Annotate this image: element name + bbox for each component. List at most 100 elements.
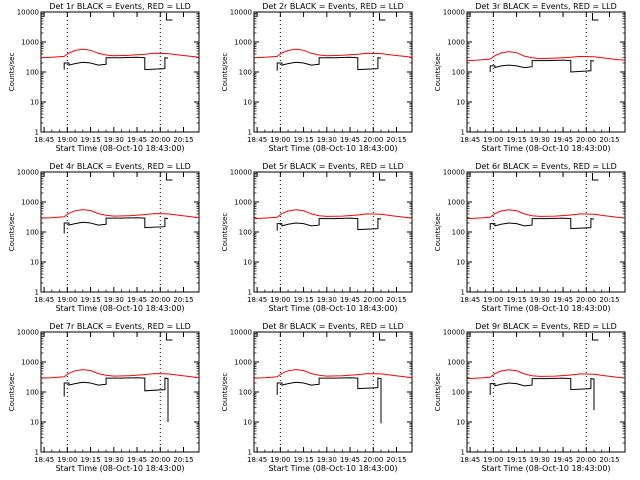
panel-title: Det 9r BLACK = Events, RED = LLD: [475, 322, 617, 331]
series-lld-line: [466, 369, 626, 380]
x-tick-label: 19:30: [317, 136, 337, 144]
panel-det-7: Det 7r BLACK = Events, RED = LLD 1 10 100 10…: [8, 322, 200, 473]
x-tick-label: 19:00: [483, 456, 503, 464]
y-tick-label: 100: [239, 389, 252, 397]
panel-det-8: Det 8r BLACK = Events, RED = LLD 1 10 100 10…: [221, 322, 413, 473]
x-tick-label: 19:30: [104, 136, 124, 144]
x-tick-label: 19:15: [506, 136, 526, 144]
time-bracket-marker: [165, 13, 173, 21]
y-tick-label: 10000: [230, 9, 252, 17]
x-tick-label: 20:15: [599, 296, 619, 304]
y-axis-label: Counts/sec: [434, 213, 442, 252]
time-bracket-marker: [165, 333, 173, 341]
x-tick-label: 19:30: [530, 296, 550, 304]
x-tick-label: 18:45: [247, 136, 267, 144]
series-events-line: [276, 56, 382, 71]
x-axis-label: Start Time (08-Oct-10 18:43:00): [481, 144, 610, 153]
panel-det-1: Det 1r BLACK = Events, RED = LLD 1 10 100 10…: [8, 2, 200, 153]
plot-frame: [253, 11, 413, 133]
y-axis-label: Counts/sec: [434, 373, 442, 412]
y-tick-label: 10000: [230, 169, 252, 177]
x-tick-label: 20:00: [576, 136, 596, 144]
series-events-line: [63, 377, 169, 422]
x-tick-label: 19:45: [340, 136, 360, 144]
y-tick-label: 1: [35, 449, 39, 457]
y-tick-label: 10000: [443, 169, 465, 177]
time-bracket-marker: [378, 173, 386, 181]
x-tick-label: 19:45: [553, 136, 573, 144]
panel-title: Det 3r BLACK = Events, RED = LLD: [475, 2, 617, 11]
x-tick-label: 18:45: [34, 136, 54, 144]
plot-frame: [253, 171, 413, 293]
y-axis-label: Counts/sec: [8, 53, 16, 92]
x-tick-label: 20:15: [386, 296, 406, 304]
x-tick-label: 20:15: [599, 456, 619, 464]
x-tick-label: 20:00: [363, 296, 383, 304]
panel-det-9: Det 9r BLACK = Events, RED = LLD 1 10 100 10…: [434, 322, 626, 473]
y-tick-label: 1: [461, 289, 465, 297]
y-tick-label: 1000: [447, 359, 465, 367]
y-axis-label: Counts/sec: [434, 53, 442, 92]
x-tick-label: 18:45: [34, 456, 54, 464]
y-tick-label: 1000: [21, 199, 39, 207]
time-bracket-marker: [165, 173, 173, 181]
y-tick-label: 10: [456, 419, 465, 427]
y-tick-label: 100: [452, 69, 465, 77]
y-tick-label: 1000: [447, 199, 465, 207]
x-tick-label: 19:15: [293, 136, 313, 144]
x-tick-label: 19:15: [80, 456, 100, 464]
time-bracket-marker: [591, 173, 599, 181]
y-tick-label: 1000: [21, 39, 39, 47]
y-tick-label: 10000: [17, 329, 39, 337]
series-lld-line: [253, 48, 413, 59]
series-lld-line: [40, 48, 200, 59]
x-tick-label: 19:00: [57, 296, 77, 304]
x-tick-label: 20:15: [173, 296, 193, 304]
series-events-line: [63, 217, 169, 234]
x-axis-label: Start Time (08-Oct-10 18:43:00): [481, 304, 610, 313]
x-tick-label: 20:00: [576, 296, 596, 304]
x-tick-label: 20:15: [173, 456, 193, 464]
x-axis-label: Start Time (08-Oct-10 18:43:00): [481, 464, 610, 473]
x-tick-label: 19:30: [104, 296, 124, 304]
x-tick-label: 20:15: [173, 136, 193, 144]
series-events-line: [489, 59, 595, 73]
y-tick-label: 10: [30, 259, 39, 267]
panel-title: Det 1r BLACK = Events, RED = LLD: [49, 2, 191, 11]
series-lld-line: [40, 209, 200, 219]
y-tick-label: 100: [26, 69, 39, 77]
x-axis-label: Start Time (08-Oct-10 18:43:00): [268, 304, 397, 313]
y-tick-label: 10: [243, 259, 252, 267]
x-tick-label: 20:15: [386, 456, 406, 464]
x-tick-label: 19:45: [340, 456, 360, 464]
panel-title: Det 6r BLACK = Events, RED = LLD: [475, 162, 617, 171]
x-tick-label: 20:00: [363, 136, 383, 144]
x-tick-label: 19:00: [483, 136, 503, 144]
series-lld-line: [40, 369, 200, 379]
y-tick-label: 1: [248, 289, 252, 297]
y-tick-label: 10: [243, 99, 252, 107]
panel-det-5: Det 5r BLACK = Events, RED = LLD 1 10 100 10…: [221, 162, 413, 313]
time-bracket-marker: [591, 333, 599, 341]
y-tick-label: 10000: [17, 169, 39, 177]
x-tick-label: 19:30: [530, 456, 550, 464]
panel-det-6: Det 6r BLACK = Events, RED = LLD 1 10 100 10…: [434, 162, 626, 313]
x-tick-label: 19:15: [293, 456, 313, 464]
plot-frame: [466, 171, 626, 293]
y-tick-label: 1000: [447, 39, 465, 47]
y-axis-label: Counts/sec: [8, 213, 16, 252]
series-events-line: [489, 217, 595, 230]
series-events-line: [489, 377, 595, 411]
y-tick-label: 100: [26, 229, 39, 237]
x-tick-label: 19:15: [80, 136, 100, 144]
x-tick-label: 19:00: [270, 296, 290, 304]
x-tick-label: 19:00: [57, 456, 77, 464]
y-tick-label: 1: [248, 129, 252, 137]
x-tick-label: 19:45: [553, 456, 573, 464]
plot-frame: [40, 11, 200, 133]
x-tick-label: 19:45: [553, 296, 573, 304]
y-tick-label: 10000: [443, 9, 465, 17]
y-axis-label: Counts/sec: [221, 373, 229, 412]
x-tick-label: 18:45: [460, 456, 480, 464]
